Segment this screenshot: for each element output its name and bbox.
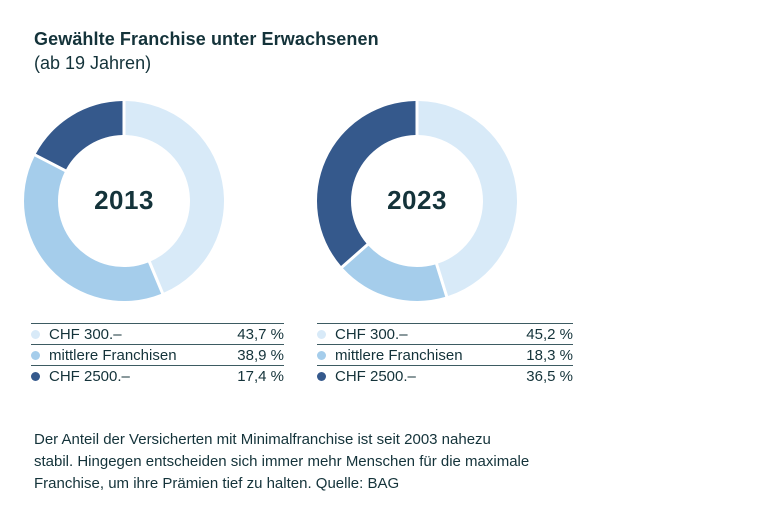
legend-2013: CHF 300.– 43,7 % mittlere Franchisen 38,… (31, 323, 284, 386)
legend-dot-chf2500-icon (31, 371, 40, 381)
donut-chart-2023 (317, 101, 518, 301)
donut-center-label-2023: 2023 (387, 184, 447, 215)
donut-2023: 2023 (313, 97, 521, 305)
footnote: Der Anteil der Versicherten mit Minimalf… (34, 429, 529, 495)
donut-segment-1 (24, 156, 162, 302)
footnote-line-1: Der Anteil der Versicherten mit Minimalf… (34, 431, 491, 448)
legend-label-mittlere: mittlere Franchisen (49, 346, 177, 364)
legend-label-chf300: CHF 300.– (335, 325, 408, 343)
footnote-line-2: stabil. Hingegen entscheiden sich immer … (34, 453, 530, 470)
donut-segment-0 (418, 101, 518, 297)
legend-row-chf2500: CHF 2500.– 36,5 % (317, 365, 573, 386)
donut-segment-1 (342, 245, 446, 301)
donut-center-label-2013: 2013 (94, 184, 154, 215)
legend-value-chf2500: 36,5 % (526, 367, 573, 385)
header: Gewählte Franchise unter Erwachsenen (ab… (34, 27, 379, 75)
donut-segment-0 (125, 101, 225, 293)
legend-dot-chf300-icon (31, 329, 40, 339)
legend-row-mittlere: mittlere Franchisen 38,9 % (31, 344, 284, 365)
donut-segment-2 (317, 101, 416, 266)
legend-dot-chf2500-icon (317, 371, 326, 381)
legend-2023: CHF 300.– 45,2 % mittlere Franchisen 18,… (317, 323, 573, 386)
legend-label-chf2500: CHF 2500.– (49, 367, 130, 385)
legend-value-chf2500: 17,4 % (237, 367, 284, 385)
donut-segment-2 (35, 101, 123, 170)
legend-value-mittlere: 38,9 % (237, 346, 284, 364)
page-subtitle: (ab 19 Jahren) (34, 53, 152, 73)
legend-label-mittlere: mittlere Franchisen (335, 346, 463, 364)
page-title: Gewählte Franchise unter Erwachsenen (34, 29, 379, 49)
legend-row-chf300: CHF 300.– 43,7 % (31, 323, 284, 344)
legend-dot-chf300-icon (317, 329, 326, 339)
legend-row-chf2500: CHF 2500.– 17,4 % (31, 365, 284, 386)
legend-label-chf300: CHF 300.– (49, 325, 122, 343)
legend-value-mittlere: 18,3 % (526, 346, 573, 364)
donut-chart-2013 (24, 101, 225, 302)
donut-2013: 2013 (20, 97, 228, 305)
footnote-line-3: Franchise, um ihre Prämien tief zu halte… (34, 475, 400, 492)
legend-value-chf300: 45,2 % (526, 325, 573, 343)
legend-value-chf300: 43,7 % (237, 325, 284, 343)
legend-dot-mittlere-icon (31, 350, 40, 360)
legend-row-chf300: CHF 300.– 45,2 % (317, 323, 573, 344)
legend-row-mittlere: mittlere Franchisen 18,3 % (317, 344, 573, 365)
legend-dot-mittlere-icon (317, 350, 326, 360)
legend-label-chf2500: CHF 2500.– (335, 367, 416, 385)
